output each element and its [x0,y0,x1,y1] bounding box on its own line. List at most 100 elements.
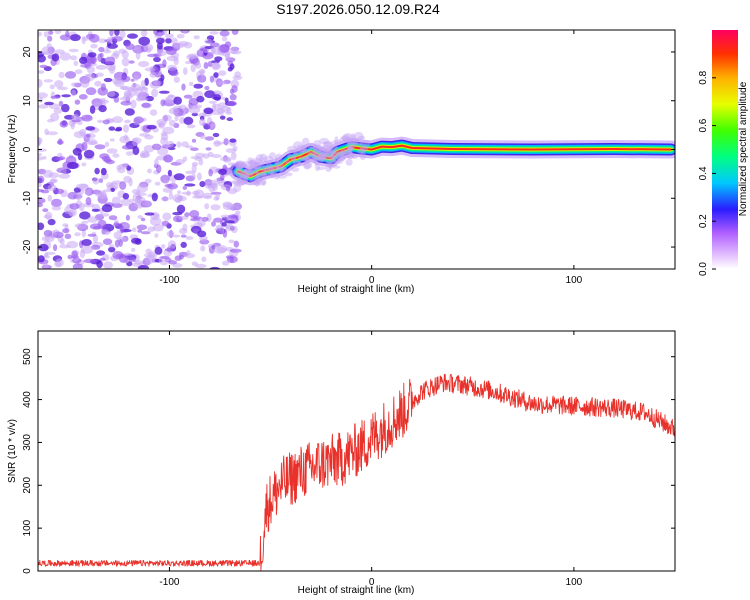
noise-speckle [234,71,242,78]
noise-speckle [204,136,215,141]
noise-speckle [98,213,110,217]
noise-speckle [48,172,60,179]
noise-speckle [99,192,108,200]
noise-speckle [119,181,127,190]
colorbar-tick-label: 0.8 [698,70,709,84]
noise-speckle [165,33,174,39]
noise-speckle [204,90,216,99]
signal-cloud-speckle [254,179,260,187]
signal-cloud-speckle [319,157,328,161]
noise-speckle [185,236,194,240]
noise-speckle [197,220,206,227]
noise-speckle [154,246,163,255]
noise-speckle [214,56,223,62]
signal-cloud-speckle [255,177,267,186]
noise-speckle [178,215,189,220]
noise-speckle [47,194,52,202]
noise-speckle [191,261,198,266]
signal-cloud-speckle [346,146,354,152]
noise-speckle [54,188,64,194]
signal-cloud-speckle [250,178,258,186]
noise-speckle [50,112,60,122]
noise-speckle [225,186,231,192]
noise-speckle [133,116,144,124]
signal-cloud-speckle [321,150,331,154]
noise-speckle [53,244,58,252]
noise-speckle [85,87,97,96]
signal-cloud-speckle [304,155,310,163]
noise-speckle [213,90,222,95]
noise-speckle [137,265,150,269]
noise-speckle [132,138,139,147]
noise-speckle [58,156,66,161]
noise-speckle [81,229,87,238]
signal-cloud-speckle [275,153,283,163]
signal-cloud-speckle [273,173,280,180]
noise-speckle [205,147,212,151]
signal-cloud-speckle [328,164,333,170]
noise-speckle [191,173,196,179]
noise-speckle [122,192,130,200]
noise-speckle [133,74,139,81]
noise-speckle [58,71,65,79]
signal-cloud-speckle [247,157,253,165]
signal-cloud-speckle [274,157,279,166]
signal-cloud-speckle [360,145,369,152]
noise-speckle [130,99,137,109]
signal-cloud-speckle [322,145,333,151]
noise-speckle [182,223,188,232]
signal-cloud-speckle [350,137,360,142]
noise-speckle [196,95,205,103]
noise-speckle [195,152,205,158]
noise-speckle [83,149,95,159]
noise-speckle [226,106,232,114]
spectrum-y-ticks: -20 -10 0 10 20 [22,46,675,254]
noise-speckle [213,94,222,101]
noise-speckle [160,196,170,202]
noise-speckle [135,50,141,60]
noise-speckle [119,97,131,101]
signal-cloud-speckle [261,171,267,176]
noise-speckle [200,69,205,78]
noise-speckle [38,70,45,74]
noise-speckle [47,35,53,42]
noise-speckle [59,34,72,41]
signal-cloud-speckle [313,157,319,166]
signal-cloud-speckle [243,175,249,185]
noise-speckle [216,107,225,114]
noise-speckle [131,227,137,232]
signal-cloud-speckle [249,169,255,175]
noise-speckle [161,30,168,35]
signal-cloud-speckle [349,138,360,143]
noise-speckle [210,46,216,55]
noise-speckle [131,188,141,195]
noise-speckle [97,87,108,96]
signal-cloud-speckle [345,158,353,166]
noise-speckle [102,238,113,245]
signal-cloud-speckle [332,152,337,160]
noise-speckle [62,223,69,228]
noise-speckle [121,144,134,150]
noise-speckle [100,167,107,176]
noise-speckle [172,211,183,216]
signal-cloud-speckle [269,152,276,160]
noise-speckle [164,248,176,252]
noise-speckle [98,38,107,44]
noise-speckle [167,260,178,265]
noise-speckle [171,37,178,45]
noise-speckle [125,151,134,156]
noise-speckle [173,173,185,181]
noise-speckle [79,211,91,220]
noise-speckle [161,220,170,227]
noise-speckle [180,234,187,238]
noise-speckle [153,213,160,218]
noise-speckle [103,77,113,83]
noise-speckle [229,88,235,95]
signal-cloud-speckle [270,172,275,179]
noise-speckle [73,60,79,66]
noise-speckle [168,119,176,127]
signal-cloud-speckle [290,154,296,163]
signal-cloud-speckle [353,142,362,147]
noise-speckle [81,36,86,45]
signal-cloud-speckle [301,150,310,154]
